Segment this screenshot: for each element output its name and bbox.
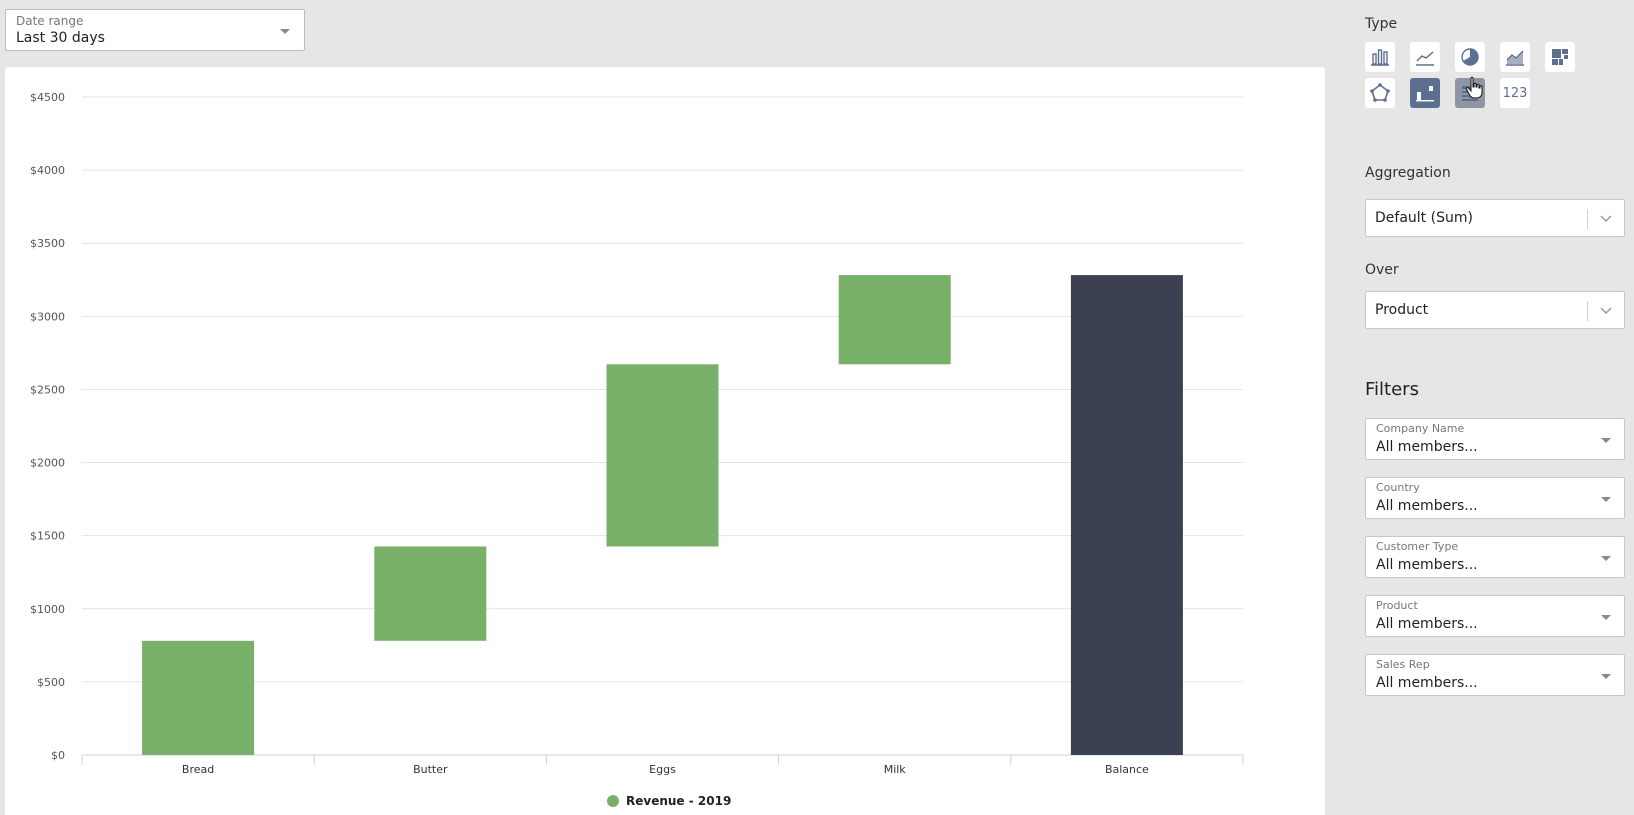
filter-label: Sales Rep	[1376, 658, 1430, 671]
y-tick-label: $2500	[30, 383, 65, 396]
caret-down-icon	[1601, 438, 1611, 443]
aggregation-select[interactable]: Default (Sum)	[1365, 199, 1625, 237]
caret-down-icon	[280, 29, 290, 34]
legend-dot	[607, 795, 619, 807]
line-chart-icon	[1416, 51, 1434, 66]
filter-sales-rep[interactable]: Sales Rep All members...	[1365, 654, 1625, 696]
y-tick-label: $3000	[30, 310, 65, 323]
caret-down-icon	[1601, 497, 1611, 502]
y-tick-label: $500	[37, 676, 65, 689]
area-chart-icon	[1506, 50, 1524, 66]
over-select[interactable]: Product	[1365, 291, 1625, 329]
select-separator	[1587, 301, 1588, 321]
filter-label: Product	[1376, 599, 1418, 612]
bar-chart-icon	[1371, 49, 1389, 66]
y-tick-label: $0	[51, 749, 65, 762]
bar-butter	[374, 546, 487, 641]
select-separator	[1587, 209, 1588, 229]
filter-value: All members...	[1376, 498, 1478, 514]
x-tick-label: Butter	[413, 763, 448, 776]
type-radar-button[interactable]	[1365, 78, 1395, 108]
type-treemap-button[interactable]	[1545, 42, 1575, 72]
type-bar-button[interactable]	[1365, 42, 1395, 72]
filter-company-name[interactable]: Company Name All members...	[1365, 418, 1625, 460]
caret-down-icon	[1601, 674, 1611, 679]
filter-product[interactable]: Product All members...	[1365, 595, 1625, 637]
type-number-button[interactable]: 123	[1500, 78, 1530, 108]
waterfall-chart: $0 $500 $1000 $1500 $2000 $2500 $3000 $3500 $400…	[30, 91, 1244, 776]
y-tick-label: $3500	[30, 237, 65, 250]
filter-customer-type[interactable]: Customer Type All members...	[1365, 536, 1625, 578]
over-label: Over	[1365, 262, 1399, 278]
date-range-label: Date range	[16, 14, 84, 28]
y-tick-label: $4500	[30, 91, 65, 104]
number-icon: 123	[1502, 85, 1528, 101]
filter-value: All members...	[1376, 675, 1478, 691]
type-pie-button[interactable]	[1455, 42, 1485, 72]
date-range-select[interactable]: Date range Last 30 days	[5, 9, 305, 51]
filter-label: Customer Type	[1376, 540, 1459, 553]
aggregation-value: Default (Sum)	[1375, 210, 1473, 226]
filters-title: Filters	[1365, 379, 1419, 400]
y-tick-label: $1000	[30, 603, 65, 616]
waterfall-chart-icon	[1416, 86, 1434, 102]
treemap-icon	[1552, 49, 1568, 65]
pie-chart-icon	[1461, 48, 1479, 66]
filter-value: All members...	[1376, 557, 1478, 573]
date-range-value: Last 30 days	[16, 30, 105, 46]
type-label: Type	[1365, 16, 1398, 32]
bar-balance	[1070, 275, 1183, 755]
filter-value: All members...	[1376, 616, 1478, 632]
radar-chart-icon	[1370, 83, 1390, 102]
hand-cursor-icon	[1465, 76, 1483, 99]
y-tick-label: $2000	[30, 457, 65, 470]
type-area-button[interactable]	[1500, 42, 1530, 72]
caret-down-icon	[1601, 556, 1611, 561]
x-tick-label: Balance	[1105, 763, 1149, 776]
bar-bread	[142, 640, 255, 755]
aggregation-label: Aggregation	[1365, 165, 1451, 181]
bar-milk	[838, 275, 951, 365]
y-tick-label: $4000	[30, 164, 65, 177]
legend-label: Revenue - 2019	[626, 794, 732, 808]
type-line-button[interactable]	[1410, 42, 1440, 72]
x-tick-label: Milk	[884, 763, 907, 776]
caret-down-icon	[1601, 615, 1611, 620]
chart-legend[interactable]: Revenue - 2019	[607, 794, 731, 808]
filter-value: All members...	[1376, 439, 1478, 455]
filter-label: Country	[1376, 481, 1420, 494]
bar-eggs	[606, 364, 719, 547]
over-value: Product	[1375, 302, 1429, 318]
filter-label: Company Name	[1376, 422, 1465, 435]
filter-country[interactable]: Country All members...	[1365, 477, 1625, 519]
x-tick-label: Bread	[182, 763, 214, 776]
chart-card: $0 $500 $1000 $1500 $2000 $2500 $3000 $3500 $400…	[5, 67, 1325, 815]
chevron-down-icon	[1600, 307, 1612, 315]
y-tick-label: $1500	[30, 530, 65, 543]
x-tick-label: Eggs	[649, 763, 676, 776]
type-waterfall-button[interactable]	[1410, 78, 1440, 108]
chevron-down-icon	[1600, 215, 1612, 223]
